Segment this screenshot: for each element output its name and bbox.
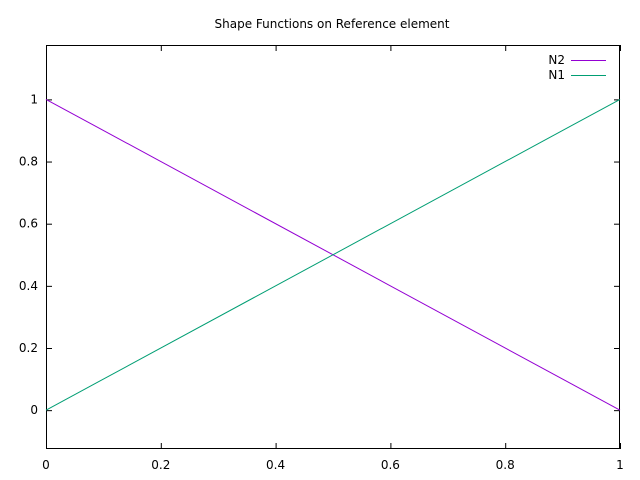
x-tick-label: 0.6 (381, 458, 400, 472)
x-tick-label: 0.4 (266, 458, 285, 472)
legend-label-n2: N2 (548, 53, 565, 67)
x-tick-label: 0 (42, 458, 50, 472)
series-line-n1 (45, 98, 621, 411)
y-tick-label: 1 (30, 92, 38, 106)
y-tick-label: 0 (30, 403, 38, 417)
y-tick-label: 0.2 (19, 341, 38, 355)
legend-label-n1: N1 (548, 68, 565, 82)
plot-frame (46, 45, 620, 449)
y-tick-label: 0.4 (19, 279, 38, 293)
x-tick-label: 1 (616, 458, 624, 472)
series-layer (45, 98, 621, 411)
x-axis-ticks: 0 0.2 0.4 0.6 0.8 1 (42, 45, 624, 472)
x-tick-label: 0.2 (151, 458, 170, 472)
y-tick-label: 0.8 (19, 155, 38, 169)
chart-title: Shape Functions on Reference element (215, 17, 450, 31)
x-tick-label: 0.8 (496, 458, 515, 472)
y-tick-label: 0.6 (19, 217, 38, 231)
y-axis-ticks: 0 0.2 0.4 0.6 0.8 1 (19, 92, 620, 417)
